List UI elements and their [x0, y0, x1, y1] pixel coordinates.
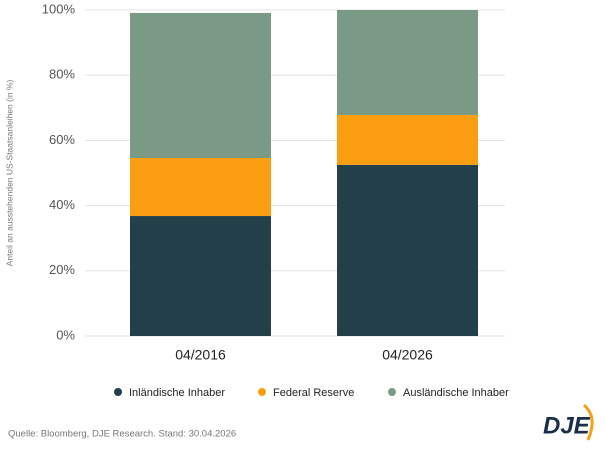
y-axis-label: Anteil an ausstehenden US-Staatsanleihen…	[4, 80, 14, 267]
y-tick-label: 100%	[42, 1, 76, 16]
y-tick-label: 60%	[49, 132, 75, 147]
y-tick-label: 80%	[49, 67, 75, 82]
legend-label: Ausländische Inhaber	[403, 387, 509, 399]
bar-segment	[130, 216, 271, 336]
bar-segment	[130, 158, 271, 217]
legend-label: Inländische Inhaber	[129, 387, 225, 399]
bar-segment	[337, 10, 478, 115]
legend-marker	[388, 388, 396, 396]
y-tick-label: 40%	[49, 197, 75, 212]
legend-marker	[114, 388, 122, 396]
bar-segment	[130, 12, 271, 159]
logo: DJE	[543, 412, 591, 439]
legend-label: Federal Reserve	[273, 387, 354, 399]
source: Quelle: Bloomberg, DJE Research. Stand: …	[8, 429, 236, 440]
x-tick-label: 04/2016	[175, 347, 226, 363]
legend-marker	[258, 388, 266, 396]
bar-segment	[337, 164, 478, 336]
y-tick-label: 0%	[56, 327, 75, 342]
logo-swoosh	[582, 403, 594, 441]
y-tick-label: 20%	[49, 262, 75, 277]
x-tick-label: 04/2026	[382, 347, 433, 363]
bar-segment	[337, 114, 478, 165]
